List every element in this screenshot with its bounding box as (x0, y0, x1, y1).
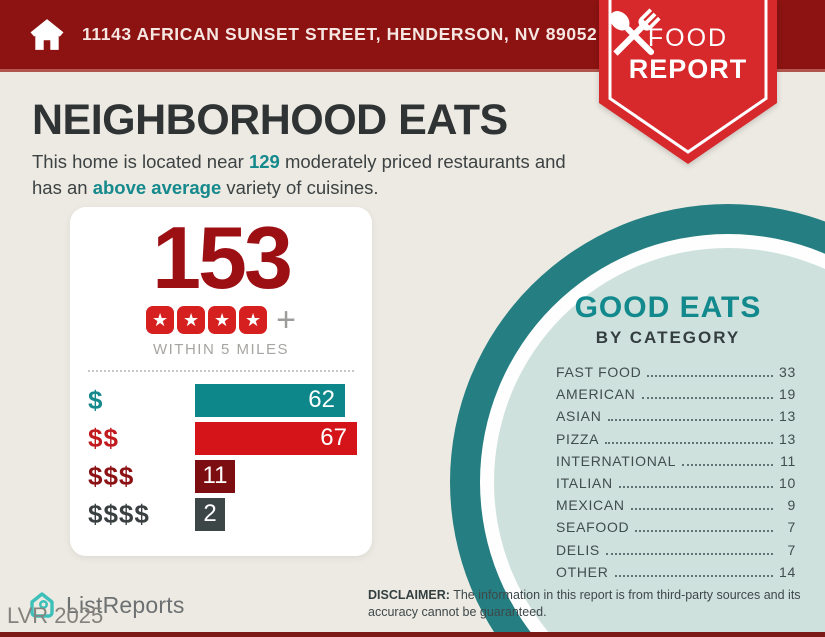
bar-track: 67 (195, 421, 358, 455)
price-tier-row: $62 (88, 383, 358, 417)
description-text: variety of cuisines. (221, 177, 379, 199)
bar-value: 11 (202, 462, 228, 490)
category-label: SEAFOOD (556, 519, 630, 536)
category-label: DELIS (556, 541, 600, 558)
crossed-utensils-icon (610, 8, 661, 56)
star-rating: ★ ★ ★ ★ + (70, 300, 372, 339)
bar: 11 (195, 459, 235, 493)
bar: 62 (195, 383, 345, 417)
food-report-badge: FOOD REPORT (599, 0, 777, 166)
by-category-subtitle: BY CATEGORY (595, 328, 741, 347)
dotted-leader (614, 574, 773, 577)
brand-name: ListReports (66, 591, 185, 618)
category-value: 13 (779, 408, 796, 425)
bar: 2 (195, 497, 225, 531)
radius-label: WITHIN 5 MILES (152, 340, 289, 358)
category-row: SEAFOOD 7 (556, 519, 796, 541)
home-icon (30, 18, 64, 50)
category-label: FAST FOOD (556, 364, 642, 380)
bar-track: 2 (195, 497, 358, 531)
category-value: 7 (787, 541, 796, 558)
dotted-leader (607, 419, 773, 422)
price-tier-bar-chart: $62 $$ 67 $$$ 11 $$$$ 2 (70, 382, 372, 531)
dotted-leader (618, 485, 773, 488)
dotted-leader (605, 441, 773, 444)
page-title: NEIGHBORHOOD EATS (32, 96, 508, 144)
category-row: ITALIAN 10 (556, 475, 796, 497)
category-value: 33 (779, 364, 796, 380)
bar: 67 (195, 421, 357, 455)
listreports-logo: ListReports (26, 589, 185, 621)
disclaimer-text: The information in this report is from t… (368, 588, 801, 619)
category-value: 7 (787, 519, 796, 536)
category-label: ASIAN (556, 408, 602, 425)
description-text: This home is located near (32, 151, 249, 172)
badge-text: FOOD REPORT (599, 24, 777, 85)
price-tier-row: $$$$ 2 (88, 497, 358, 531)
category-list: FAST FOOD 33 AMERICAN 19 ASIAN 13 PIZZA 13 INTER… (540, 364, 796, 586)
star-icon: ★ (177, 305, 206, 334)
category-label: MEXICAN (556, 497, 625, 514)
restaurant-count: 153 (152, 208, 293, 307)
star-icon: ★ (146, 305, 175, 334)
dashed-divider (88, 369, 354, 372)
badge-word-food: FOOD (647, 24, 729, 52)
circle-white-ring (480, 234, 825, 637)
watermark: LVR 2025 (7, 603, 104, 628)
category-row: FAST FOOD 33 (556, 364, 796, 386)
disclaimer: DISCLAIMER: The information in this repo… (368, 587, 810, 621)
category-row: INTERNATIONAL 11 (556, 453, 796, 475)
star-icon: ★ (208, 305, 237, 334)
price-tier-label: $$$ (88, 460, 135, 491)
description-highlight: above average (92, 177, 222, 199)
category-label: AMERICAN (556, 386, 636, 403)
category-value: 10 (779, 474, 796, 491)
category-label: PIZZA (556, 430, 600, 447)
rating-plus-sign: + (276, 300, 296, 339)
bar-track: 62 (195, 383, 358, 417)
dotted-leader (635, 530, 773, 533)
category-row: PIZZA 13 (556, 431, 796, 453)
bar-track: 11 (195, 459, 358, 493)
dotted-leader (682, 463, 773, 466)
property-address: 11143 AFRICAN SUNSET STREET, HENDERSON, … (82, 24, 598, 44)
good-eats-title: GOOD EATS (574, 291, 762, 324)
category-row: AMERICAN 19 (556, 386, 796, 408)
disclaimer-label: DISCLAIMER: (368, 588, 450, 602)
dotted-leader (647, 375, 773, 377)
bar-value: 62 (308, 386, 335, 414)
category-row: DELIS 7 (556, 542, 796, 564)
listreports-house-icon (30, 592, 54, 618)
category-row: ASIAN 13 (556, 408, 796, 430)
category-value: 9 (787, 497, 796, 514)
bar-value: 67 (320, 424, 347, 452)
star-icon: ★ (239, 305, 268, 334)
category-row: OTHER 14 (556, 564, 796, 586)
description-text: moderately priced restaurants and has an (32, 151, 566, 199)
price-tier-label: $$$$ (88, 498, 150, 529)
category-label: ITALIAN (556, 474, 613, 491)
category-row: MEXICAN 9 (556, 497, 796, 519)
category-label: OTHER (556, 563, 609, 580)
description-highlight: 129 (248, 151, 280, 172)
price-tier-row: $$$ 11 (88, 459, 358, 493)
badge-word-report: REPORT (628, 54, 748, 84)
bar-value: 2 (203, 500, 217, 528)
price-tier-label: $ (88, 384, 104, 415)
summary-description: This home is located near 129 moderately… (32, 149, 592, 202)
dotted-leader (605, 552, 773, 555)
category-value: 19 (779, 386, 796, 403)
restaurant-summary-card: 153 ★ ★ ★ ★ + WITHIN 5 MILES $62 $$ 67 $$$ 11 $$$… (70, 207, 372, 556)
price-tier-label: $$ (88, 422, 119, 453)
category-value: 11 (780, 452, 796, 469)
price-tier-row: $$ 67 (88, 421, 358, 455)
category-label: INTERNATIONAL (556, 452, 677, 469)
category-value: 14 (779, 563, 796, 580)
dotted-leader (630, 508, 773, 511)
category-value: 13 (779, 430, 796, 447)
dotted-leader (641, 397, 773, 400)
good-eats-content: GOOD EATS BY CATEGORY FAST FOOD 33 AMERICA… (540, 291, 796, 586)
bottom-border-strip (0, 632, 825, 637)
